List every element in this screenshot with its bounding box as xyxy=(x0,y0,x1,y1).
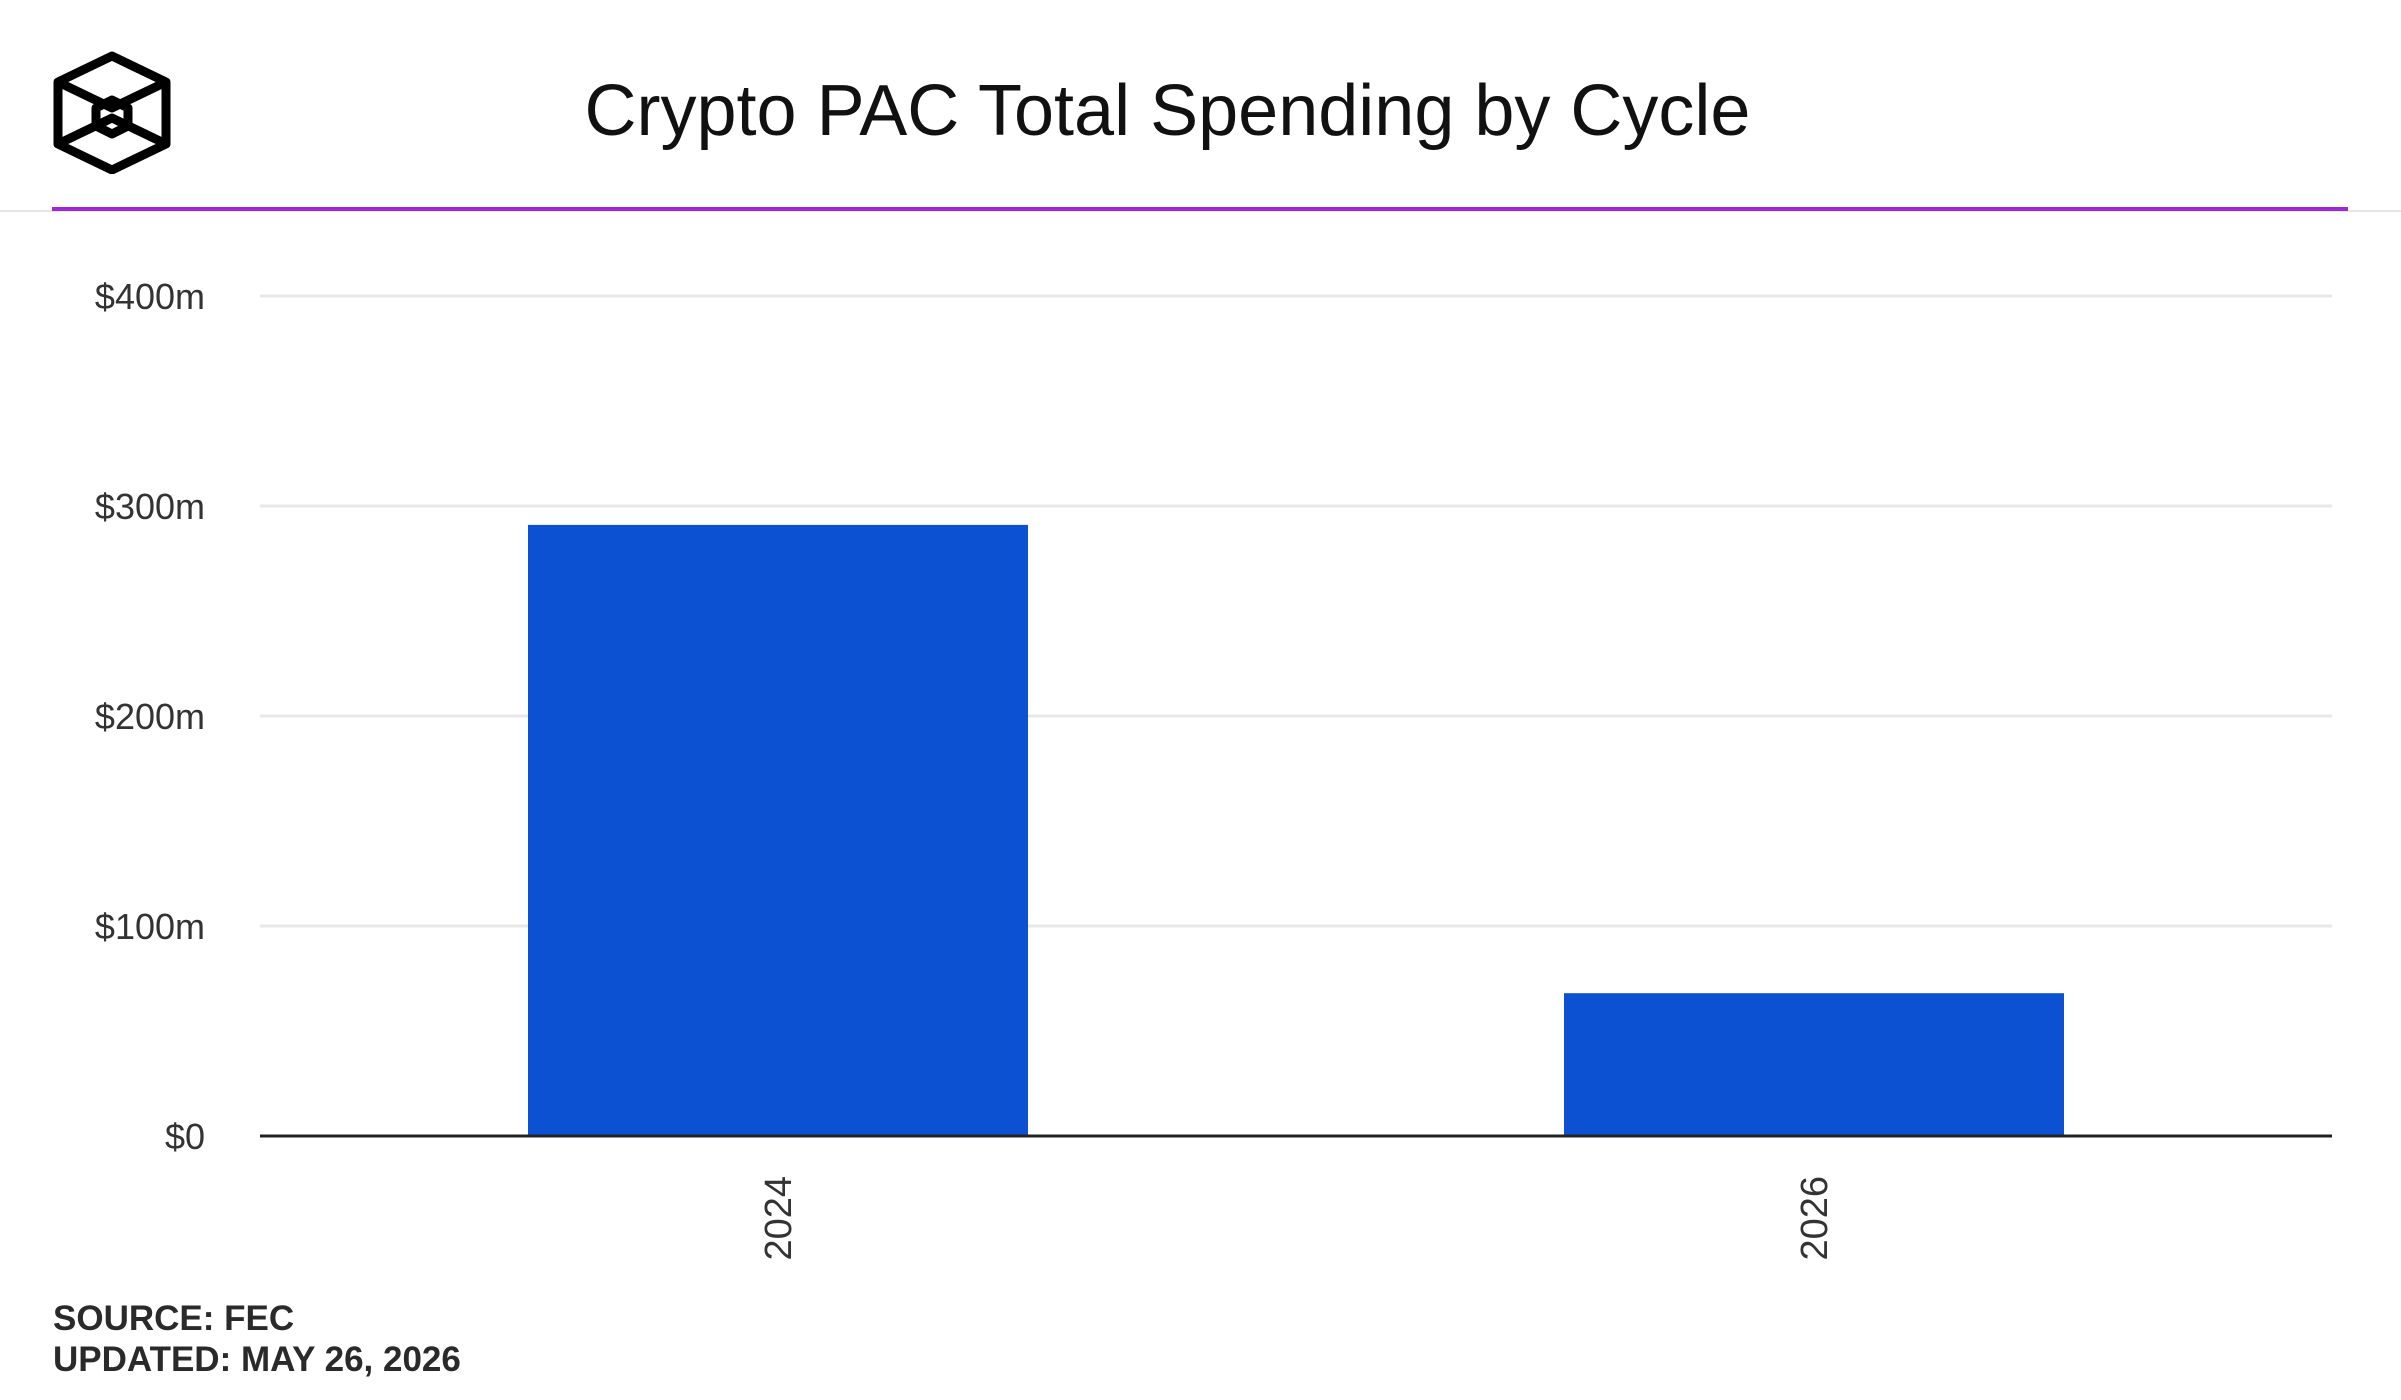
y-tick-label: $100m xyxy=(95,906,205,947)
bar-chart: $0 $100m $200m $300m $400m 2024 2026 xyxy=(95,276,2332,1261)
y-tick-label: $200m xyxy=(95,696,205,737)
source-label: SOURCE: FEC xyxy=(53,1299,295,1338)
x-tick-label: 2026 xyxy=(1794,1176,1836,1261)
footer: SOURCE: FEC UPDATED: MAY 26, 2026 xyxy=(53,1298,461,1380)
accent-divider xyxy=(52,207,2348,211)
updated-label: UPDATED: MAY 26, 2026 xyxy=(53,1340,461,1379)
chart-title: Crypto PAC Total Spending by Cycle xyxy=(584,71,1751,151)
cube-logo-icon xyxy=(53,51,171,174)
x-tick-label: 2024 xyxy=(758,1176,800,1261)
bar-2024 xyxy=(528,524,1028,1136)
bar-2026 xyxy=(1564,993,2064,1136)
header: Crypto PAC Total Spending by Cycle xyxy=(0,0,2401,212)
y-tick-label: $400m xyxy=(95,276,205,317)
y-tick-label: $0 xyxy=(165,1116,205,1157)
y-tick-label: $300m xyxy=(95,486,205,527)
